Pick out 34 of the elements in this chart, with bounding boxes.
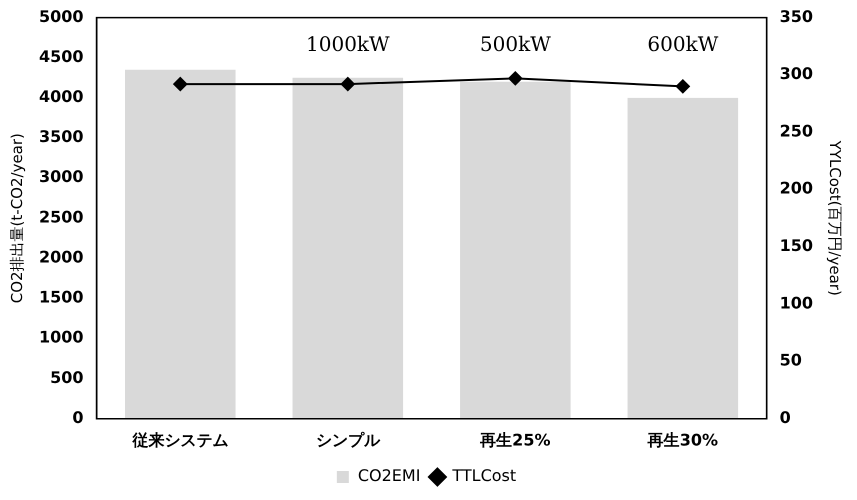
annotation: 500kW	[480, 32, 552, 56]
y2-tick-label: 300	[780, 64, 814, 84]
x-tick-label: 従来システム	[131, 430, 228, 450]
bar	[125, 70, 236, 419]
y-tick-label: 2000	[39, 247, 84, 266]
annotation: 1000kW	[306, 32, 390, 56]
y-tick-label: 500	[50, 368, 84, 387]
bar	[292, 78, 404, 419]
y-tick-label: 4500	[39, 46, 84, 66]
y2-axis-title: YYLCost(百万円/year)	[826, 140, 844, 296]
y-tick-label: 4000	[39, 86, 84, 106]
y-tick-label: 1500	[39, 288, 84, 307]
legend-label: TTLCost	[451, 466, 516, 486]
y-tick-label: 3000	[39, 167, 84, 186]
y-axis-title: CO2排出量(t-CO2/year)	[8, 133, 26, 304]
y2-tick-label: 200	[780, 178, 814, 198]
y-tick-label: 2500	[39, 207, 84, 226]
bar	[628, 98, 738, 419]
y2-tick-label: 50	[780, 350, 802, 370]
y-tick-label: 5000	[39, 6, 84, 26]
y2-tick-label: 0	[780, 408, 791, 427]
x-tick-label: シンプル	[316, 430, 381, 450]
bar	[460, 82, 571, 419]
y2-tick-label: 150	[780, 236, 814, 256]
y-tick-label: 0	[72, 408, 84, 427]
legend-label: CO2EMI	[358, 466, 420, 486]
x-tick-label: 再生30%	[646, 430, 718, 450]
y2-tick-label: 100	[780, 293, 814, 312]
y-tick-label: 1000	[39, 328, 84, 347]
annotation: 600kW	[647, 32, 719, 56]
x-tick-label: 再生25%	[479, 430, 550, 450]
y2-tick-label: 250	[780, 121, 814, 140]
y-tick-label: 3500	[39, 127, 84, 146]
y2-tick-label: 350	[780, 6, 814, 26]
